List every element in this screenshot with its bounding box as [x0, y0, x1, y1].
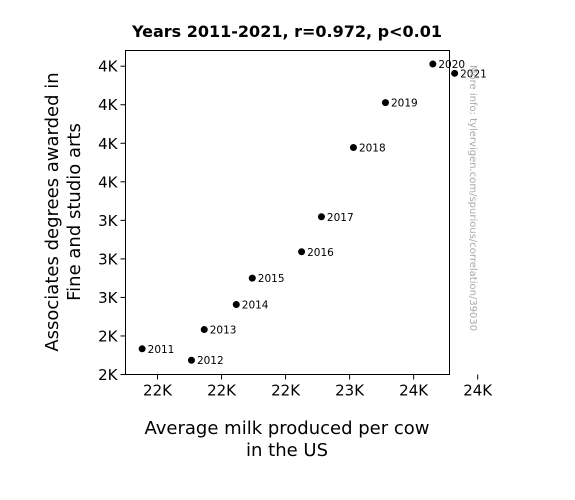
data-point-2018 — [349, 144, 357, 152]
y-axis-label-line-1: Associates degrees awarded in — [42, 72, 63, 351]
x-tick-label: 24K — [399, 382, 429, 400]
y-tick-label: 4K — [98, 135, 119, 153]
y-axis-label-line-2: Fine and studio arts — [64, 123, 85, 301]
x-axis-label-line-2: in the US — [246, 440, 328, 461]
y-tick-label: 3K — [98, 212, 119, 230]
y-tick-label: 2K — [98, 327, 119, 345]
data-point-2013 — [200, 326, 208, 334]
data-point-2017 — [317, 213, 325, 221]
x-tick-label: 22K — [271, 382, 301, 400]
data-points: 2011 2012 2013 2014 2015 2016 2017 2018 2019 2020… — [138, 59, 487, 367]
point-label-2012: 2012 — [197, 355, 224, 367]
chart-title: Years 2011-2021, r=0.972, p<0.01 — [131, 22, 442, 41]
x-tick-label: 23K — [335, 382, 365, 400]
data-point-2016 — [298, 248, 306, 256]
y-tick-label: 4K — [98, 58, 119, 76]
y-axis: 2K 2K 3K 3K 3K 4K 4K 4K 4K — [98, 58, 126, 384]
x-tick-label: 22K — [207, 382, 237, 400]
point-label-2018: 2018 — [359, 143, 386, 155]
x-axis-label-line-1: Average milk produced per cow — [145, 418, 430, 439]
point-label-2017: 2017 — [327, 212, 354, 224]
point-label-2015: 2015 — [258, 273, 285, 285]
x-tick-label: 22K — [143, 382, 173, 400]
point-label-2016: 2016 — [307, 247, 334, 259]
y-tick-label: 2K — [98, 366, 119, 384]
x-axis: 22K 22K 22K 23K 24K 24K — [143, 374, 493, 400]
data-point-2020 — [429, 60, 437, 68]
data-point-2019 — [381, 99, 389, 107]
point-label-2014: 2014 — [242, 300, 269, 312]
data-point-2012 — [187, 356, 195, 364]
point-label-2020: 2020 — [438, 59, 465, 71]
point-label-2011: 2011 — [148, 344, 175, 356]
y-tick-label: 3K — [98, 289, 119, 307]
point-label-2021: 2021 — [460, 68, 487, 80]
x-tick-label: 24K — [463, 382, 493, 400]
plot-area — [125, 50, 450, 375]
data-point-2015 — [248, 274, 256, 282]
point-label-2013: 2013 — [210, 325, 237, 337]
y-tick-label: 4K — [98, 96, 119, 114]
data-point-2021 — [451, 69, 459, 77]
data-point-2014 — [232, 301, 240, 309]
data-point-2011 — [138, 345, 146, 353]
y-tick-label: 3K — [98, 250, 119, 268]
point-label-2019: 2019 — [391, 98, 418, 110]
watermark-text: More info: tylervigen.com/spurious/corre… — [467, 65, 478, 331]
y-tick-label: 4K — [98, 173, 119, 191]
